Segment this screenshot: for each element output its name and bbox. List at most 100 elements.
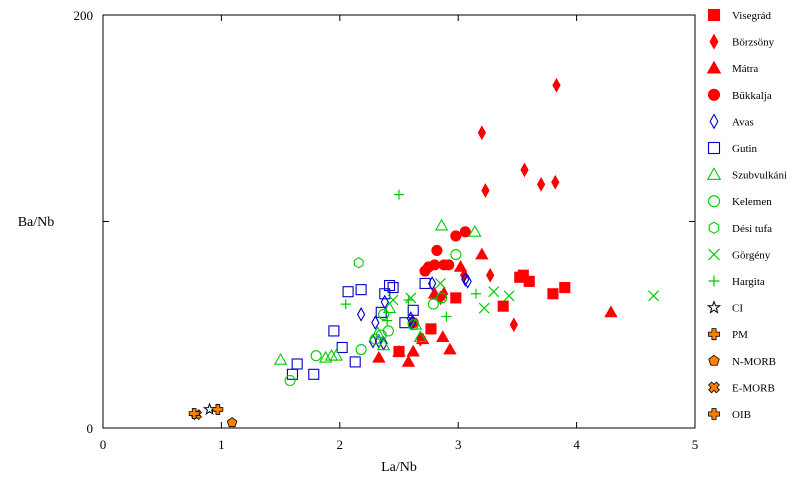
data-point-b-kkalja <box>459 226 471 238</box>
data-point-visegr-d <box>450 292 462 304</box>
legend-marker-oib <box>708 408 720 420</box>
legend-marker-e-morb <box>708 381 720 394</box>
data-point-kelemen <box>407 319 419 331</box>
legend-marker-ci <box>706 300 722 314</box>
data-point-gutin <box>387 282 399 294</box>
data-point-m-tra <box>443 342 457 355</box>
data-point-b-rzs-ny <box>481 183 490 198</box>
legend-marker-b-kkalja <box>707 88 721 101</box>
legend-label-ci: CI <box>732 303 743 315</box>
data-point-m-tra <box>436 330 450 343</box>
data-point-d-si-tufa <box>353 257 364 269</box>
data-point-gutin <box>419 277 431 290</box>
data-point-kelemen <box>310 350 322 362</box>
legend-marker-avas <box>709 113 719 130</box>
legend-marker-visegr-d <box>707 8 721 22</box>
data-point-gutin <box>355 284 367 296</box>
data-point-kelemen <box>427 298 439 310</box>
data-point-gutin <box>349 356 361 368</box>
data-point-kelemen <box>382 325 394 337</box>
x-tick-label: 3 <box>455 437 462 452</box>
data-point-b-rzs-ny <box>477 125 487 141</box>
x-axis-title: La/Nb <box>381 460 417 475</box>
axis-ticks: 0 1 2 3 4 5 0 200 <box>74 8 699 452</box>
data-point-m-tra <box>475 247 489 260</box>
data-point-b-rzs-ny <box>536 176 546 192</box>
data-point-kelemen <box>436 292 448 304</box>
data-point-visegr-d <box>559 282 571 294</box>
legend-marker-g-rg-ny <box>708 248 720 261</box>
data-point-visegr-d <box>425 323 437 335</box>
x-tick-label: 2 <box>337 437 344 452</box>
data-point-n-morb <box>226 417 238 428</box>
data-point-m-tra <box>427 286 442 299</box>
legend: Visegrád Börzsöny Mátra Bükkalja Avas Gutin Sz… <box>706 8 787 421</box>
legend-label-g-rg-ny: Görgény <box>732 249 771 261</box>
data-point-hargita <box>470 288 481 299</box>
data-point-szubvulk-ni <box>273 352 288 365</box>
data-points <box>188 77 659 428</box>
data-point-gutin <box>399 317 411 329</box>
data-point-g-rg-ny <box>405 292 417 304</box>
legend-marker-n-morb <box>708 354 720 366</box>
data-point-m-tra <box>372 350 386 363</box>
legend-label-gutin: Gutin <box>732 143 758 155</box>
legend-marker-szubvulk-ni <box>706 167 722 180</box>
legend-marker-hargita <box>708 275 720 287</box>
data-point-b-rzs-ny <box>520 162 529 178</box>
data-point-szubvulk-ni <box>318 350 333 363</box>
data-point-avas <box>380 294 389 310</box>
data-point-g-rg-ny <box>503 290 515 302</box>
data-point-g-rg-ny <box>478 302 490 314</box>
data-point-avas <box>356 307 366 322</box>
legend-label-szubvulk-ni: Szubvulkáni <box>732 170 787 182</box>
legend-label-hargita: Hargita <box>732 276 765 288</box>
data-point-pm <box>212 404 224 415</box>
data-point-szubvulk-ni <box>434 218 449 231</box>
y-tick-label: 0 <box>87 421 94 436</box>
legend-marker-b-rzs-ny <box>709 33 719 50</box>
legend-label-oib: OIB <box>732 409 751 421</box>
y-axis-title: Ba/Nb <box>18 215 55 230</box>
data-point-m-tra <box>604 305 618 318</box>
legend-marker-d-si-tufa <box>708 221 720 234</box>
legend-label-d-si-tufa: Dési tufa <box>732 223 772 235</box>
legend-marker-m-tra <box>706 60 722 74</box>
legend-marker-gutin <box>707 141 721 155</box>
x-tick-label: 1 <box>218 437 225 452</box>
plot-area <box>102 14 696 429</box>
data-point-szubvulk-ni <box>370 326 385 338</box>
data-point-visegr-d <box>523 275 535 287</box>
data-point-szubvulk-ni <box>413 330 428 343</box>
data-point-gutin <box>407 304 419 316</box>
data-point-gutin <box>342 286 354 298</box>
data-point-szubvulk-ni <box>382 301 397 314</box>
data-point-hargita <box>340 299 351 310</box>
data-point-avas <box>371 315 380 331</box>
legend-label-m-tra: Mátra <box>732 63 758 75</box>
data-point-m-tra <box>401 355 416 367</box>
data-point-hargita <box>441 311 452 322</box>
data-point-szubvulk-ni <box>468 224 482 237</box>
legend-label-b-rzs-ny: Börzsöny <box>732 37 775 49</box>
y-tick-label: 200 <box>74 8 94 23</box>
x-tick-label: 0 <box>100 437 107 452</box>
data-point-hargita <box>394 189 404 200</box>
data-point-b-rzs-ny <box>551 174 560 190</box>
data-point-kelemen <box>355 343 367 356</box>
data-point-gutin <box>328 325 340 337</box>
data-point-g-rg-ny <box>435 278 446 289</box>
plot-border <box>102 14 696 429</box>
data-point-gutin <box>336 341 348 354</box>
data-point-oib <box>188 408 200 419</box>
legend-label-pm: PM <box>732 329 748 341</box>
data-point-visegr-d <box>547 288 559 300</box>
legend-label-visegr-d: Visegrád <box>732 10 772 22</box>
data-point-b-kkalja <box>431 244 443 256</box>
data-point-kelemen <box>284 374 296 387</box>
data-point-m-tra <box>392 344 406 357</box>
data-point-avas <box>461 271 470 287</box>
legend-label-avas: Avas <box>732 116 754 128</box>
legend-marker-pm <box>708 328 720 341</box>
